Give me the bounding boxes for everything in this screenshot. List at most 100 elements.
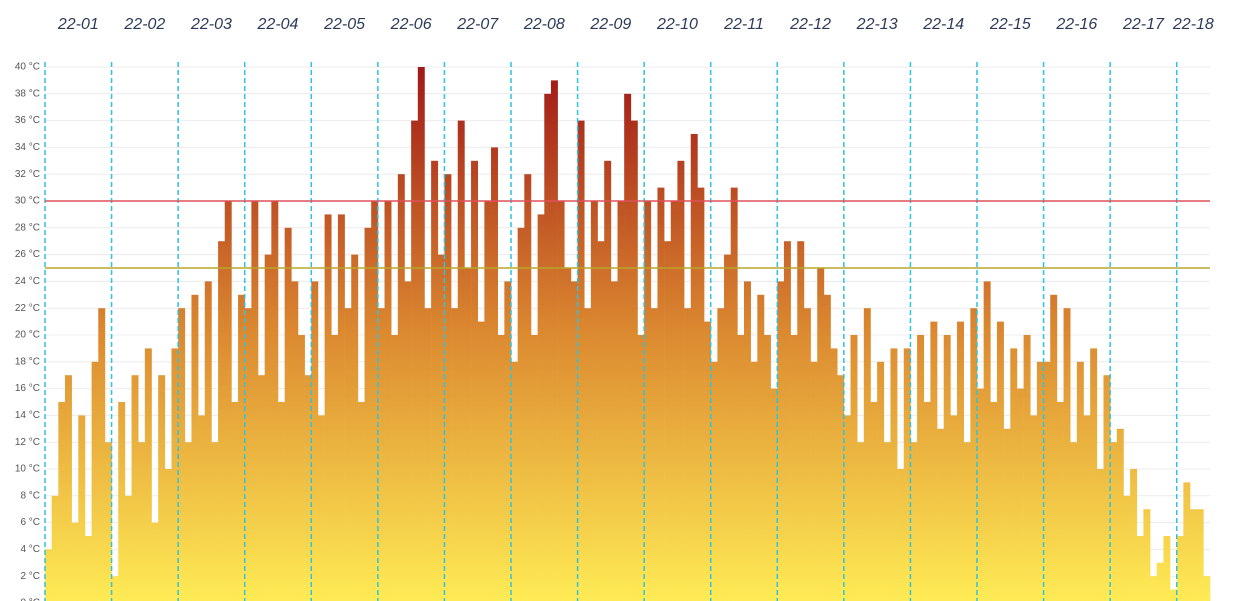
bar [337,214,345,601]
y-tick-label: 10 °C [15,464,40,475]
bar [757,294,765,601]
bar [963,442,971,601]
bar [1110,442,1118,601]
bar [823,294,831,601]
bar [178,308,186,601]
bar [84,536,92,601]
bar [1056,402,1064,601]
bar [717,308,725,601]
bar [1010,348,1018,601]
bar [617,201,625,601]
bar [1003,428,1011,601]
bar [830,348,838,601]
bar [71,522,79,601]
bar [584,308,592,601]
bar [451,308,459,601]
bar [690,134,698,601]
bar [810,361,818,601]
bar [164,469,172,601]
bar [1170,589,1178,601]
bar [1130,469,1138,601]
y-tick-label: 16 °C [15,383,40,394]
bar [1183,482,1191,601]
bar [404,281,412,601]
bar [650,308,658,601]
bar [158,375,166,601]
bar [45,549,52,601]
bar [211,442,219,601]
y-tick-label: 8 °C [20,490,40,501]
bar [1050,294,1058,601]
bar [977,388,984,601]
bar [803,308,811,601]
bar [817,268,825,601]
bar [724,254,731,601]
bar [644,201,652,601]
bar [304,375,312,601]
y-tick-label: 2 °C [20,571,40,582]
bar [198,415,206,601]
bar [957,321,964,601]
bar [98,308,106,601]
bar [351,254,359,601]
bar [311,281,319,601]
week-label: 22-05 [323,16,365,33]
y-tick-label: 12 °C [15,437,40,448]
bar [258,375,265,601]
week-label: 22-01 [57,16,99,33]
bar [78,415,86,601]
week-label: 22-13 [856,16,898,33]
bar [664,241,672,601]
bar [384,201,392,601]
y-tick-label: 14 °C [15,410,40,421]
bar [477,321,485,601]
bar [737,335,745,601]
bar [1016,388,1024,601]
bar [1043,361,1051,601]
bar [1096,469,1104,601]
bar [131,375,139,601]
bar [1090,348,1098,601]
bar [58,402,66,601]
week-label: 22-15 [989,16,1031,33]
bar [144,348,152,601]
y-tick-label: 18 °C [15,356,40,367]
bar [171,348,179,601]
week-label: 22-03 [190,16,232,33]
bar [104,442,112,601]
bar [837,375,845,601]
bar [857,442,865,601]
bar [517,227,525,601]
bar [264,254,272,601]
bar [670,201,678,601]
bar [537,214,545,601]
bar [610,281,618,601]
bar [917,335,925,601]
y-tick-label: 32 °C [15,169,40,180]
bar [950,415,958,601]
bar [371,201,379,601]
bar [910,442,918,601]
week-label: 22-08 [523,16,565,33]
bar [331,335,339,601]
y-tick-label: 38 °C [15,88,40,99]
week-label: 22-02 [123,16,165,33]
y-tick-label: 28 °C [15,222,40,233]
bar [224,201,232,601]
bar [996,321,1004,601]
bar [471,160,479,601]
bar [750,361,758,601]
bar [923,402,931,601]
week-label: 22-12 [789,16,831,33]
y-tick-label: 20 °C [15,330,40,341]
bar [317,415,325,601]
bar [557,201,565,601]
y-tick-label: 36 °C [15,115,40,126]
bar [1190,509,1197,601]
bar [783,241,791,601]
bar [424,308,432,601]
bar [431,160,439,601]
bar [191,294,199,601]
bar [870,402,878,601]
bar [497,335,505,601]
